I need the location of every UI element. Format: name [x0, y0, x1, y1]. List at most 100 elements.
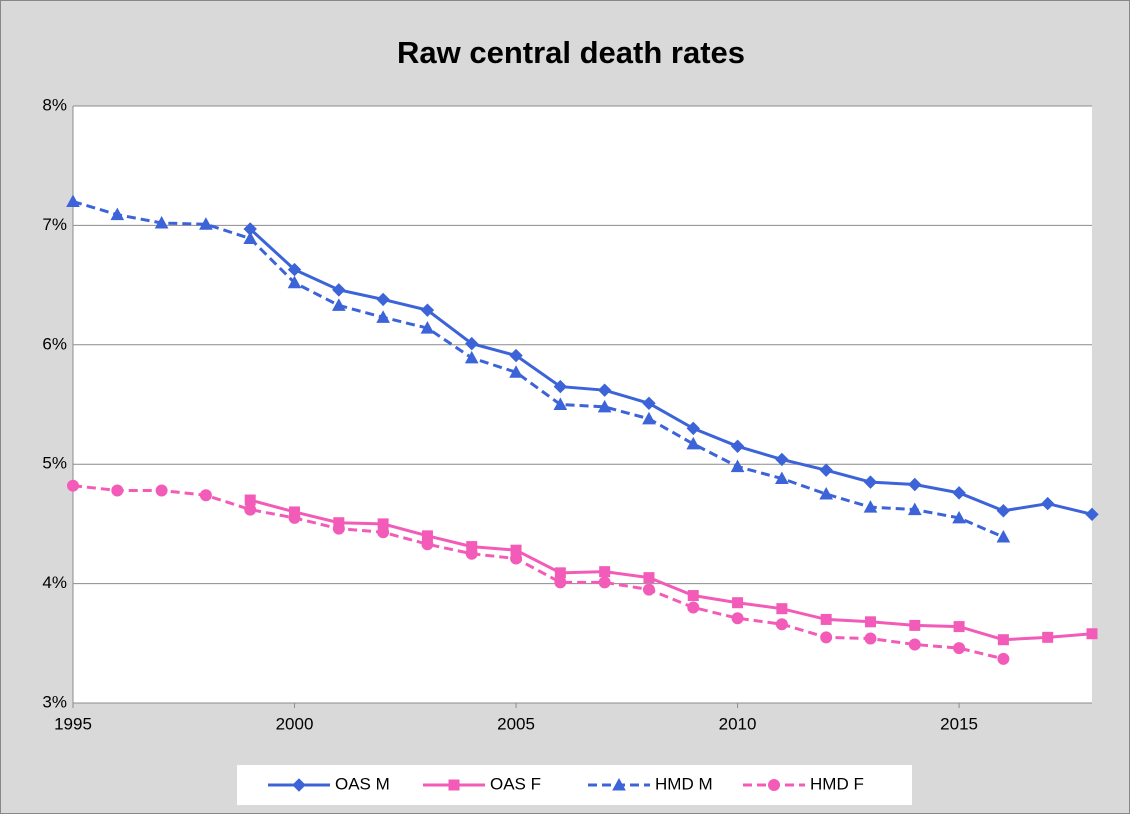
- marker-triangle: [464, 350, 479, 364]
- marker-circle: [244, 503, 257, 516]
- marker-circle: [377, 526, 390, 539]
- chart-title: Raw central death rates: [397, 35, 745, 70]
- marker-circle: [465, 547, 478, 560]
- legend-marker: [292, 778, 306, 792]
- marker-square: [953, 621, 965, 633]
- marker-circle: [199, 489, 212, 502]
- marker-diamond: [1040, 496, 1055, 511]
- marker-circle: [421, 538, 434, 551]
- marker-triangle: [642, 411, 656, 425]
- legend-marker: [448, 779, 460, 791]
- marker-diamond: [376, 292, 390, 307]
- marker-diamond: [819, 463, 833, 477]
- series-line: [72, 484, 1004, 661]
- marker-circle: [775, 618, 788, 631]
- x-tick-label: 2000: [276, 714, 314, 733]
- x-tick-label: 2015: [940, 714, 978, 733]
- marker-square: [687, 590, 699, 602]
- marker-triangle: [907, 502, 922, 516]
- y-tick-label: 8%: [42, 95, 67, 114]
- y-tick-label: 5%: [42, 454, 67, 473]
- marker-triangle: [686, 436, 701, 450]
- marker-square: [997, 634, 1009, 646]
- marker-diamond: [952, 486, 966, 500]
- y-tick-label: 7%: [42, 215, 67, 234]
- marker-circle: [997, 652, 1010, 665]
- marker-circle: [510, 552, 523, 565]
- marker-circle: [908, 638, 921, 651]
- marker-square: [643, 572, 655, 584]
- series-line: [72, 200, 1004, 539]
- marker-diamond: [420, 303, 435, 317]
- x-tick-label: 1995: [54, 714, 92, 733]
- legend-label: OAS F: [490, 774, 541, 793]
- marker-square: [864, 616, 876, 628]
- marker-square: [820, 613, 832, 625]
- legend-label: HMD F: [810, 774, 864, 793]
- marker-diamond: [465, 336, 479, 351]
- marker-square: [909, 619, 921, 631]
- marker-triangle: [730, 459, 745, 473]
- y-tick-label: 4%: [42, 573, 67, 592]
- marker-circle: [554, 576, 567, 589]
- marker-diamond: [509, 348, 523, 363]
- marker-triangle: [243, 231, 258, 245]
- marker-triangle: [287, 275, 302, 289]
- legend-marker: [612, 777, 626, 791]
- marker-triangle: [996, 529, 1011, 543]
- marker-circle: [642, 583, 655, 596]
- marker-diamond: [863, 475, 878, 489]
- marker-triangle: [775, 471, 789, 485]
- marker-triangle: [863, 500, 878, 513]
- marker-square: [599, 566, 611, 578]
- marker-diamond: [597, 383, 612, 397]
- marker-circle: [598, 576, 611, 589]
- marker-circle: [687, 601, 700, 614]
- marker-diamond: [287, 262, 302, 277]
- marker-square: [554, 567, 566, 579]
- marker-triangle: [154, 215, 169, 229]
- x-tick-label: 2005: [497, 714, 535, 733]
- legend-marker: [768, 779, 780, 791]
- marker-triangle: [110, 207, 125, 221]
- marker-triangle: [952, 510, 966, 524]
- marker-triangle: [819, 487, 834, 500]
- marker-diamond: [996, 504, 1011, 518]
- marker-triangle: [597, 399, 612, 413]
- marker-triangle: [553, 397, 568, 410]
- marker-triangle: [331, 298, 346, 311]
- y-tick-label: 6%: [42, 334, 67, 353]
- marker-circle: [288, 511, 301, 524]
- marker-circle: [155, 484, 168, 497]
- marker-circle: [332, 522, 345, 535]
- marker-diamond: [908, 477, 922, 492]
- marker-diamond: [332, 283, 346, 297]
- y-tick-label: 3%: [42, 692, 67, 711]
- marker-square: [776, 603, 788, 615]
- marker-triangle: [420, 321, 435, 334]
- marker-square: [732, 597, 744, 609]
- series-line: [249, 498, 1093, 642]
- x-tick-label: 2010: [719, 714, 757, 733]
- marker-diamond: [1085, 507, 1099, 522]
- marker-diamond: [730, 439, 745, 453]
- marker-square: [244, 494, 256, 506]
- marker-triangle: [509, 365, 523, 378]
- marker-diamond: [686, 421, 700, 436]
- marker-triangle: [66, 194, 80, 208]
- marker-triangle: [199, 217, 213, 230]
- marker-circle: [67, 479, 79, 492]
- marker-circle: [953, 642, 966, 655]
- marker-circle: [864, 632, 877, 645]
- marker-circle: [731, 612, 744, 625]
- marker-triangle: [376, 310, 390, 323]
- marker-circle: [820, 631, 833, 644]
- legend-label: OAS M: [335, 774, 390, 793]
- marker-diamond: [642, 396, 656, 411]
- legend-label: HMD M: [655, 774, 713, 793]
- marker-diamond: [553, 379, 568, 394]
- marker-square: [1042, 631, 1054, 643]
- marker-square: [1086, 628, 1098, 640]
- marker-diamond: [775, 452, 789, 467]
